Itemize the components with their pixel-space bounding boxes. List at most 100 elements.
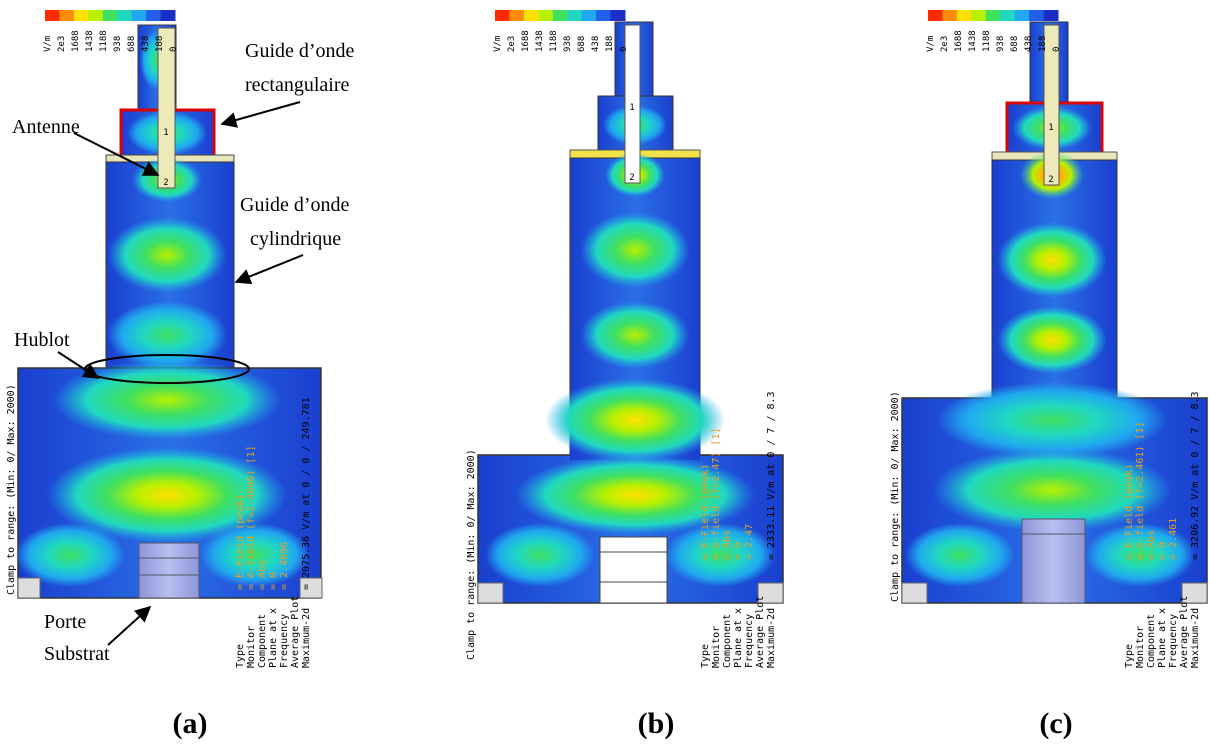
colorbar-swatch bbox=[552, 10, 568, 21]
antenna-rod-b bbox=[624, 24, 641, 184]
info-key: Frequency bbox=[279, 614, 290, 668]
colorbar-tick: 0 bbox=[169, 47, 179, 52]
colorbar-swatch bbox=[88, 10, 104, 21]
info-blocks: Type = E-Field (peak) Monitor = e-field (f=… bbox=[235, 391, 1201, 668]
colorbar-tick: 1188 bbox=[99, 30, 109, 52]
info-key: Maximum-2d bbox=[301, 608, 312, 668]
info-value: = E-Field (peak) bbox=[235, 494, 246, 590]
annotation-arrows bbox=[57, 101, 304, 646]
colorbar-swatch bbox=[146, 10, 162, 21]
antenna-rod-a bbox=[157, 27, 176, 189]
colorbar-b: V/m 2e3 1688 1438 1188 938 688 438 188 0 bbox=[493, 10, 629, 52]
info-value: = 0 bbox=[733, 542, 744, 560]
clamp-label-c: Clamp to range: (Min: 0/ Max: 2000) bbox=[890, 391, 901, 602]
label-cyl-guide-1: Guide d’onde bbox=[240, 194, 350, 216]
info-block-a: Type = E-Field (peak) Monitor = e-field (f=… bbox=[235, 397, 312, 668]
info-key: Average Plot bbox=[755, 596, 766, 668]
colorbar-swatch bbox=[610, 10, 626, 21]
info-block-b: Type = E-Field (peak) Monitor = e-field (f=… bbox=[700, 391, 777, 668]
port-label: 1 bbox=[629, 103, 634, 113]
colorbar-swatch bbox=[538, 10, 554, 21]
label-substrate-2: Substrat bbox=[44, 643, 110, 665]
colorbar-swatch bbox=[956, 10, 972, 21]
colorbar-swatch bbox=[985, 10, 1001, 21]
info-key: Type bbox=[1124, 644, 1135, 668]
colorbar-swatch bbox=[1014, 10, 1030, 21]
colorbar-tick: 1438 bbox=[535, 30, 545, 52]
info-key: Monitor bbox=[711, 626, 722, 668]
label-rect-guide-2: rectangulaire bbox=[245, 74, 349, 96]
info-key: Monitor bbox=[246, 626, 257, 668]
colorbar-c: V/m 2e3 1688 1438 1188 938 688 438 188 0 bbox=[926, 10, 1062, 52]
colorbar-tick: 2e3 bbox=[57, 36, 67, 52]
colorbar-tick: 438 bbox=[141, 36, 151, 52]
info-value: = Abs bbox=[257, 560, 268, 590]
info-key: Type bbox=[235, 644, 246, 668]
clamp-label-b: Clamp to range: (Min: 0/ Max: 2000) bbox=[466, 449, 477, 660]
info-value: = 2.47 bbox=[744, 524, 755, 560]
info-value: = 2075.36 V/m at 0 / 0 / 249.781 bbox=[301, 397, 312, 590]
colorbar-unit: V/m bbox=[493, 36, 503, 52]
colorbar-swatch bbox=[102, 10, 118, 21]
port-label: 2 bbox=[1048, 175, 1053, 185]
colorbar-swatch bbox=[971, 10, 987, 21]
colorbar-swatch bbox=[1043, 10, 1059, 21]
info-value: = Abs bbox=[722, 530, 733, 560]
info-value: = Abs bbox=[1146, 530, 1157, 560]
colorbar-swatch bbox=[59, 10, 75, 21]
info-block-c: Type = E-Field (peak) Monitor = e-field (f=… bbox=[1124, 391, 1201, 668]
label-substrate-1: Porte bbox=[44, 611, 86, 633]
arrow-substrate bbox=[107, 605, 152, 646]
colorbar-tick: 2e3 bbox=[507, 36, 517, 52]
label-antenna: Antenne bbox=[12, 116, 80, 138]
colorbar-swatch bbox=[1000, 10, 1016, 21]
info-key: Monitor bbox=[1135, 626, 1146, 668]
colorbar-swatch bbox=[581, 10, 597, 21]
label-porthole: Hublot bbox=[14, 329, 70, 351]
colorbar-tick: 188 bbox=[605, 36, 615, 52]
info-key: Average Plot bbox=[290, 596, 301, 668]
colorbar-swatch bbox=[73, 10, 89, 21]
colorbar-tick: 438 bbox=[1024, 36, 1034, 52]
colorbar-tick: 1688 bbox=[954, 30, 964, 52]
colorbar-swatch bbox=[160, 10, 176, 21]
port-label: 2 bbox=[163, 178, 168, 188]
info-value: = 2.461 bbox=[1168, 518, 1179, 560]
colorbar-tick: 1188 bbox=[982, 30, 992, 52]
colorbar-swatch bbox=[596, 10, 612, 21]
substrate-holder-b bbox=[599, 536, 668, 604]
colorbar-swatch bbox=[567, 10, 583, 21]
colorbar-tick: 688 bbox=[127, 36, 137, 52]
colorbar-tick: 688 bbox=[1010, 36, 1020, 52]
panel-a bbox=[15, 24, 323, 599]
port-label: 1 bbox=[1048, 123, 1053, 133]
colorbar-swatch bbox=[495, 10, 510, 21]
label-rect-guide-1: Guide d’onde bbox=[245, 40, 355, 62]
info-key: Component bbox=[257, 614, 268, 668]
info-value: = e-field (f=2.461) [1] bbox=[1135, 422, 1146, 560]
info-key: Type bbox=[700, 644, 711, 668]
info-value: = 3206.92 V/m at 0 / 7 / 8.3 bbox=[1190, 391, 1201, 560]
colorbar-swatch bbox=[509, 10, 525, 21]
colorbar-a: V/m 2e3 1688 1438 1188 938 688 438 188 0 bbox=[43, 10, 179, 52]
colorbar-tick: 188 bbox=[1038, 36, 1048, 52]
panel-b bbox=[477, 21, 784, 604]
colorbar-swatch bbox=[928, 10, 943, 21]
arrow-cyl-guide bbox=[234, 254, 304, 285]
info-value: = 0 bbox=[268, 572, 279, 590]
port-label: 1 bbox=[163, 128, 168, 138]
info-key: Average Plot bbox=[1179, 596, 1190, 668]
colorbar-swatch bbox=[523, 10, 539, 21]
info-value: = E-Field (peak) bbox=[700, 464, 711, 560]
info-value: = E-Field (peak) bbox=[1124, 464, 1135, 560]
panel-label-c: (c) bbox=[1039, 707, 1072, 740]
substrate-holder-c bbox=[1021, 518, 1086, 604]
label-cyl-guide-2: cylindrique bbox=[250, 228, 341, 250]
arrow-porthole bbox=[57, 351, 100, 379]
colorbar-swatch bbox=[117, 10, 133, 21]
arrow-antenna bbox=[73, 132, 160, 176]
info-key: Maximum-2d bbox=[766, 608, 777, 668]
colorbar-tick: 938 bbox=[113, 36, 123, 52]
colorbar-tick: 688 bbox=[577, 36, 587, 52]
